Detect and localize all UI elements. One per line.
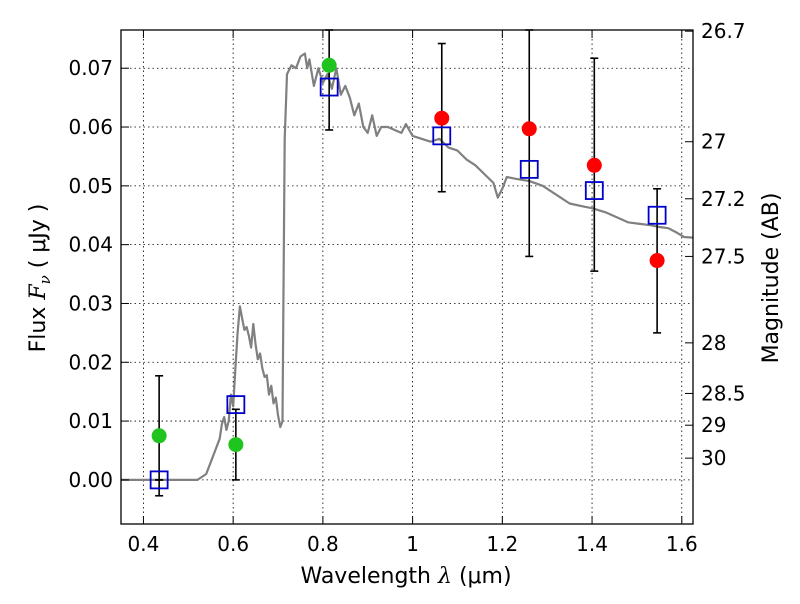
x-tick-label: 1.2 [486, 532, 518, 556]
model-photometry-box [226, 395, 246, 415]
y2-tick-label: 26.7 [701, 19, 746, 43]
y-tick-label: 0.04 [68, 233, 113, 257]
y2-tick-label: 27.5 [701, 244, 746, 268]
y2-tick-label: 27 [701, 130, 726, 154]
observed-point-red [586, 157, 602, 173]
y-tick-label: 0.02 [68, 350, 113, 374]
y-tick-label: 0.05 [68, 174, 113, 198]
x-tick-label: 1 [406, 532, 419, 556]
y2-tick-label: 29 [701, 413, 726, 437]
x-tick-label: 0.4 [128, 532, 160, 556]
sed-model-line [121, 52, 694, 481]
y2-tick-label: 30 [701, 446, 726, 470]
y-tick-label: 0.06 [68, 115, 113, 139]
x-tick-label: 1.4 [576, 532, 608, 556]
y-tick-label: 0.00 [68, 468, 113, 492]
model-photometry-box [432, 126, 452, 146]
model-layer [149, 77, 667, 490]
observed-point-red [649, 253, 665, 269]
model-photometry-box [584, 181, 604, 200]
observed-point-red [434, 110, 450, 126]
x-axis-label: Wavelength λ (μm) [300, 564, 511, 589]
y2-tick-label: 27.2 [701, 187, 746, 211]
observed-point-green [321, 57, 337, 73]
model-photometry-box [647, 205, 667, 225]
y-axis-label: Flux Fν ( μJy ) [26, 204, 54, 353]
grid-lines [121, 30, 693, 524]
model-photometry-box [319, 77, 339, 97]
y2-tick-label: 28 [701, 331, 726, 355]
plot-frame [120, 29, 694, 525]
model-photometry-box [519, 159, 539, 179]
y-tick-label: 0.01 [68, 409, 113, 433]
model-photometry-box [149, 470, 169, 490]
y-tick-label: 0.03 [68, 291, 113, 315]
tick-layer: 0.4 0.6 0.8 1 1.2 1.4 1.6 0.00 0.01 0.02 0.03 0.04 0… [68, 19, 745, 556]
observed-point-green [151, 428, 167, 444]
errorbar-layer [155, 29, 662, 497]
y2-tick-label: 28.5 [701, 381, 746, 405]
x-tick-label: 0.6 [217, 532, 249, 556]
sed-layer [121, 52, 694, 481]
x-tick-label: 0.8 [307, 532, 339, 556]
observed-layer [151, 57, 665, 453]
y2-axis-label: Magnitude (AB) [759, 193, 784, 364]
observed-point-green [228, 437, 244, 453]
x-tick-label: 1.6 [666, 532, 698, 556]
y-tick-label: 0.07 [68, 56, 113, 80]
observed-point-red [521, 121, 537, 137]
